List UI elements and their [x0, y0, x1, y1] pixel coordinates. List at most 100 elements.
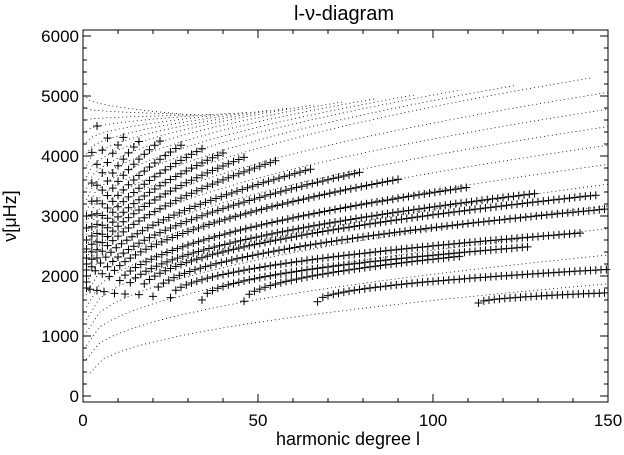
plus-marker [292, 183, 301, 192]
plus-marker [266, 271, 275, 280]
plus-marker [259, 178, 268, 187]
plus-marker [455, 207, 464, 216]
plus-marker [492, 202, 500, 211]
plus-marker [245, 290, 254, 299]
plot-area [82, 77, 611, 374]
plus-marker [87, 211, 96, 219]
plus-marker [136, 260, 145, 269]
plus-marker [119, 227, 128, 236]
plus-marker [262, 230, 271, 239]
plus-marker [161, 201, 170, 210]
plus-marker [131, 250, 140, 259]
plus-marker [367, 180, 376, 189]
x-tick-label: 100 [419, 411, 447, 430]
plus-marker [493, 194, 502, 203]
plus-marker [296, 168, 304, 177]
plus-marker [570, 193, 579, 202]
plus-marker [114, 161, 122, 170]
plus-marker [192, 186, 201, 195]
plus-marker [413, 213, 422, 221]
plus-marker [282, 259, 290, 268]
plus-marker [145, 176, 154, 185]
chart-title: l-ν-diagram [294, 3, 394, 25]
plus-marker [108, 197, 117, 206]
ridge-markers [93, 168, 364, 295]
plus-marker [135, 217, 143, 225]
plus-marker [278, 227, 287, 236]
plus-marker [206, 196, 215, 205]
plus-marker [87, 240, 96, 249]
ridge-dotted-line [86, 110, 269, 155]
plus-marker [219, 282, 227, 291]
plus-marker [240, 242, 248, 251]
ridge-dotted-line [86, 164, 609, 308]
plus-marker [171, 262, 180, 271]
plus-marker [194, 224, 203, 232]
plus-marker [231, 237, 240, 246]
series-1 [82, 122, 611, 307]
plus-marker [268, 229, 276, 238]
plus-marker [397, 280, 406, 289]
plus-marker [108, 184, 117, 193]
plus-marker [222, 257, 231, 266]
plus-marker [257, 205, 266, 214]
plus-marker [252, 206, 261, 215]
plus-marker [527, 212, 535, 221]
plus-marker [108, 218, 117, 227]
plus-marker [110, 266, 119, 275]
plus-marker [241, 235, 250, 244]
plus-marker [245, 166, 254, 174]
plus-marker [576, 229, 584, 238]
plus-marker [437, 222, 446, 231]
plus-marker [150, 172, 159, 181]
plus-marker [308, 179, 317, 188]
plus-marker [443, 222, 451, 230]
plus-marker [432, 223, 441, 232]
plus-marker [156, 169, 164, 178]
plus-marker [124, 213, 133, 222]
plus-marker [502, 201, 511, 210]
plus-marker [236, 226, 245, 234]
plus-marker [103, 223, 112, 232]
plus-marker [406, 226, 415, 235]
plus-marker [289, 197, 297, 206]
plus-marker [352, 183, 360, 192]
plus-marker [273, 228, 282, 237]
plus-marker [163, 257, 171, 266]
plus-marker [301, 241, 310, 250]
plus-marker [310, 192, 318, 201]
plus-marker [87, 179, 96, 187]
plus-marker [171, 159, 180, 168]
plus-marker [142, 245, 150, 254]
plus-marker [234, 278, 243, 287]
plus-marker [292, 257, 301, 266]
plus-marker [119, 249, 128, 258]
plus-marker [226, 214, 234, 223]
plus-marker [145, 188, 154, 197]
plus-marker [474, 299, 483, 307]
plus-marker [108, 227, 117, 236]
plus-marker [161, 226, 170, 235]
plus-marker [275, 246, 283, 255]
plus-marker [98, 211, 107, 220]
plus-marker [98, 146, 107, 155]
plus-marker [87, 262, 96, 271]
plus-marker [240, 167, 248, 176]
plus-marker [201, 198, 210, 207]
plus-marker [234, 267, 243, 276]
plus-marker [196, 264, 205, 273]
plus-marker [114, 212, 122, 221]
plus-marker [121, 290, 129, 298]
plus-marker [86, 285, 94, 294]
plus-marker [292, 232, 301, 241]
plus-marker [156, 269, 164, 278]
plus-marker [441, 186, 450, 195]
plus-marker [143, 223, 152, 232]
plus-marker [602, 265, 611, 274]
plus-marker [213, 206, 222, 215]
plus-marker [366, 248, 374, 257]
plus-marker [124, 203, 133, 212]
plus-marker [472, 197, 481, 205]
plus-marker [198, 296, 206, 304]
plus-marker [213, 164, 222, 173]
